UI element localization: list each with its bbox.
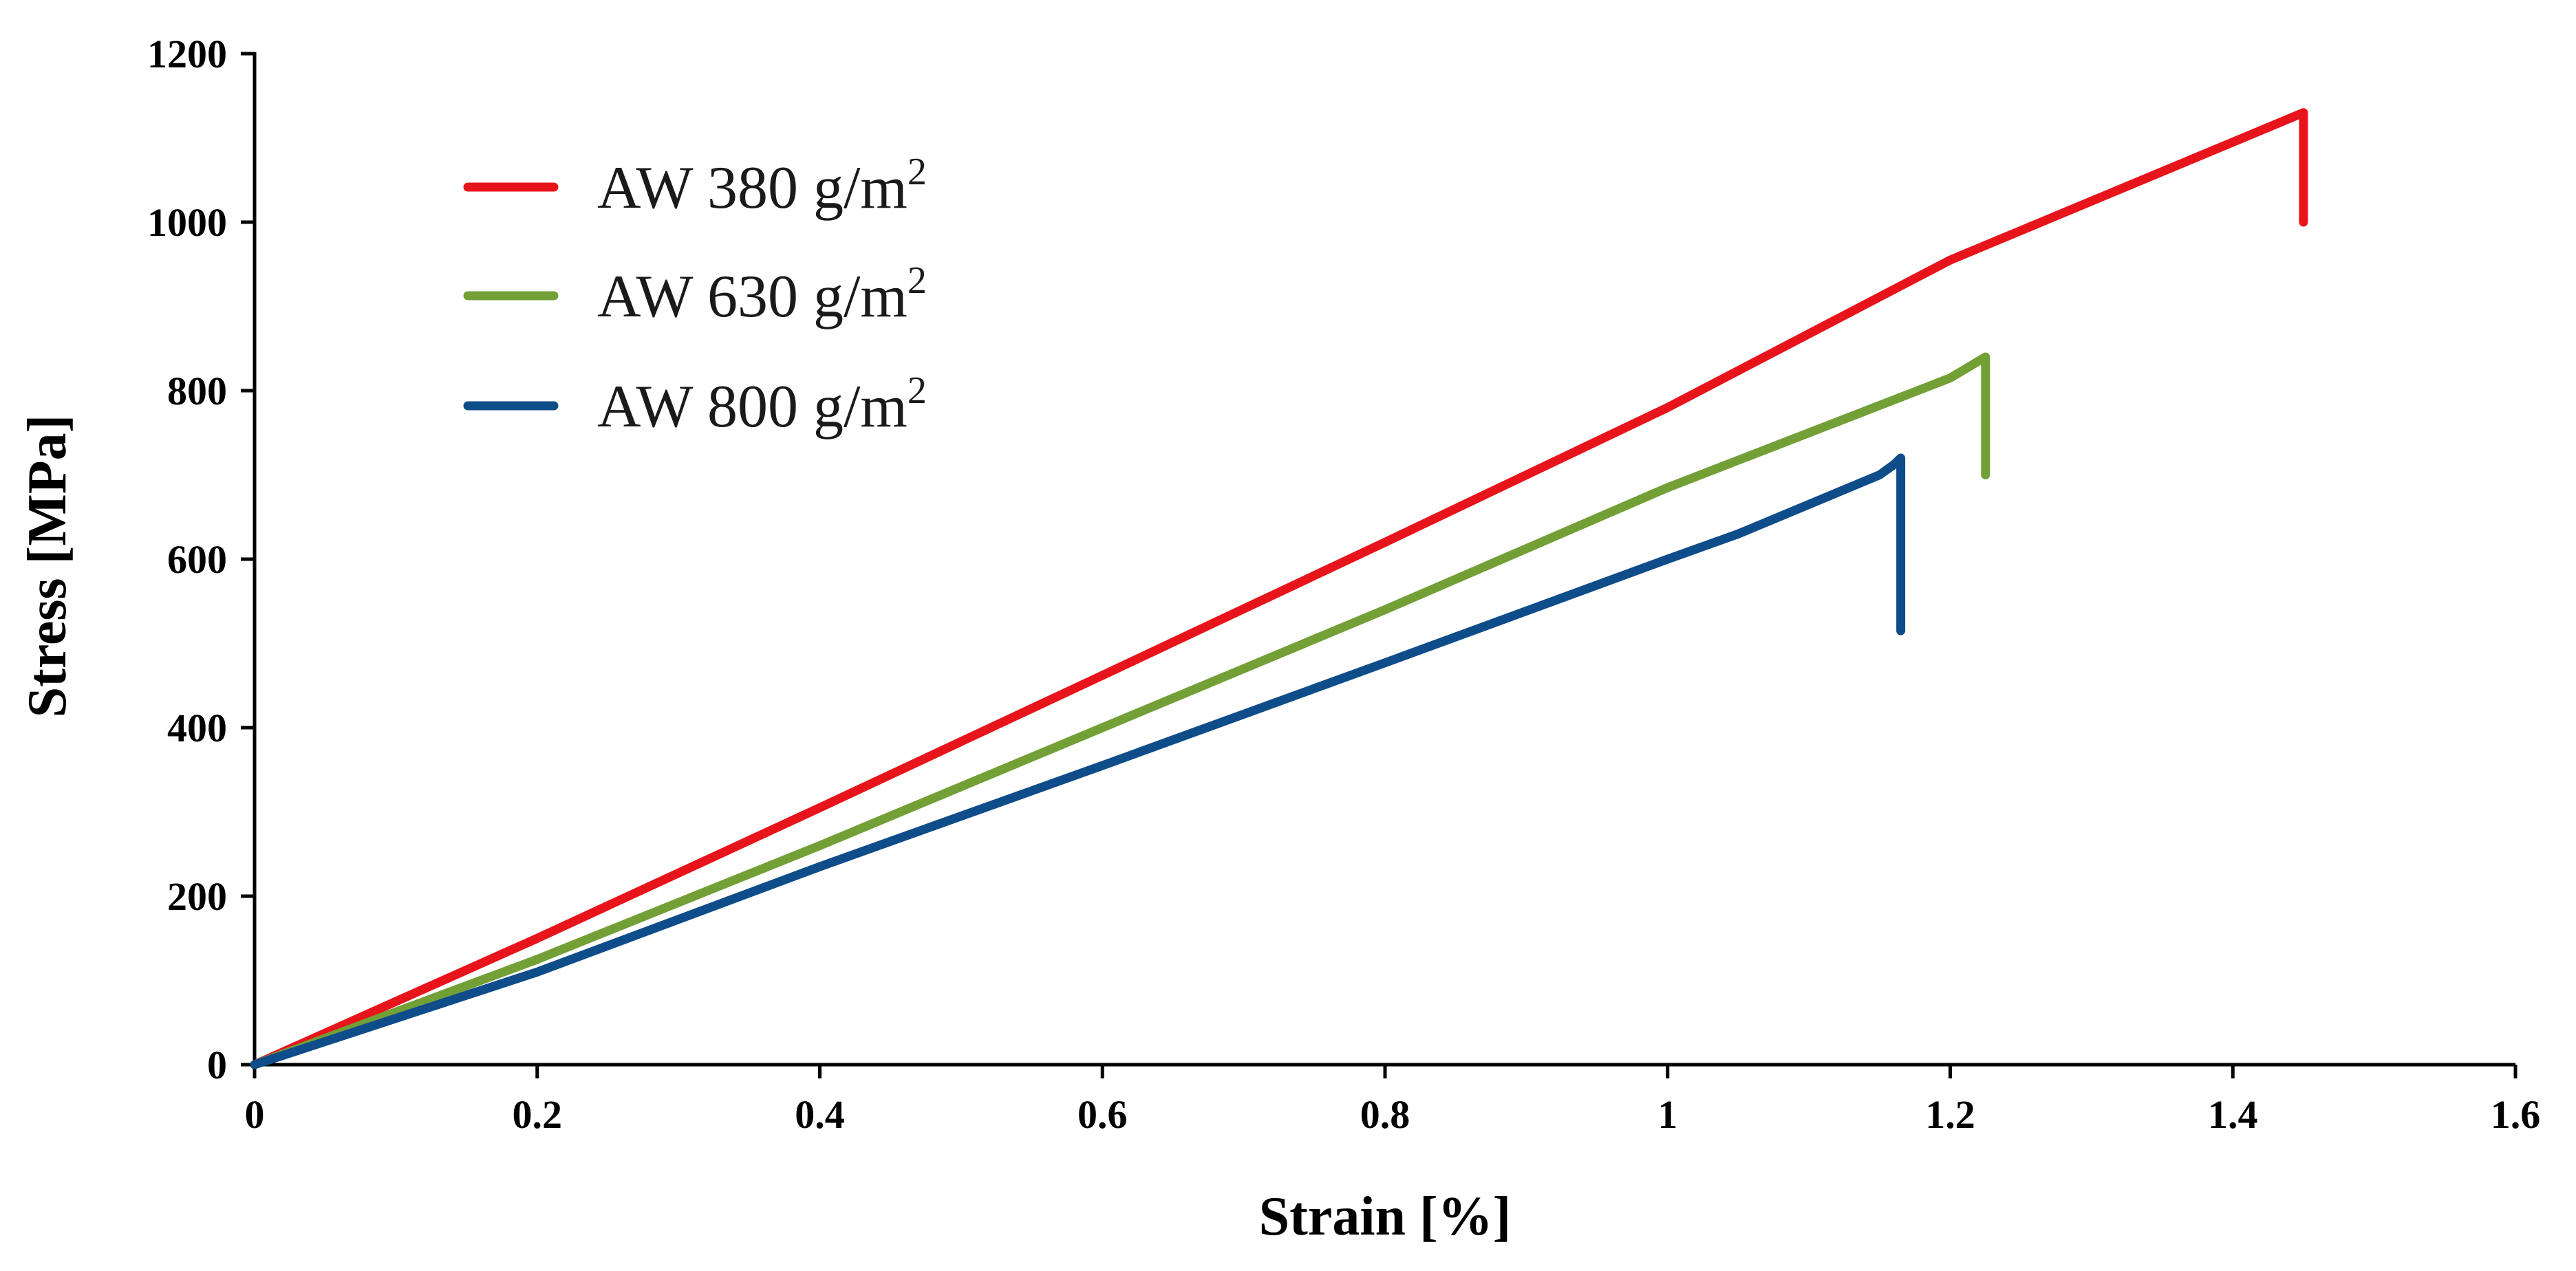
x-tick-label: 1 [1657, 1092, 1677, 1137]
x-tick-label: 1.4 [2208, 1092, 2258, 1137]
legend-label-superscript: 2 [908, 259, 927, 302]
y-tick-label: 400 [167, 706, 227, 750]
x-tick-label: 1.2 [1925, 1092, 1975, 1137]
legend-label-text: AW 380 g/m [597, 155, 908, 221]
x-tick-label: 0.6 [1077, 1092, 1128, 1137]
legend-label-3: AW 800 g/m2 [597, 369, 927, 440]
legend-label-superscript: 2 [908, 369, 927, 412]
y-tick-label: 1000 [147, 200, 227, 245]
series-line-3 [250, 453, 1906, 1069]
legend-label-2: AW 630 g/m2 [597, 259, 927, 330]
y-tick-label: 1200 [147, 32, 227, 76]
y-tick-label: 0 [207, 1043, 227, 1087]
x-tick-label: 0.2 [513, 1092, 563, 1137]
legend-label-superscript: 2 [908, 151, 927, 193]
legend-label-text: AW 800 g/m [597, 373, 908, 440]
x-axis-title: Strain [%] [1259, 1186, 1512, 1247]
series-layer [250, 108, 2308, 1069]
x-tick-label: 0 [245, 1092, 265, 1137]
y-tick-label: 600 [167, 537, 227, 582]
y-tick-label: 200 [167, 874, 227, 919]
series-line-2 [250, 352, 1990, 1069]
series-line-1 [250, 108, 2308, 1069]
legend-label-1: AW 380 g/m2 [597, 151, 927, 221]
x-tick-label: 0.8 [1360, 1092, 1410, 1137]
x-tick-label: 1.6 [2491, 1092, 2541, 1137]
x-tick-label: 0.4 [795, 1092, 845, 1137]
axes-layer: 0 200 400 600 800 1000 1200 0 0.2 0.4 0.6 0.8 1 1.2 1.… [147, 32, 2540, 1137]
y-tick-label: 800 [167, 369, 227, 413]
legend-label-text: AW 630 g/m [597, 263, 908, 330]
y-axis-title: Stress [MPa] [17, 415, 78, 718]
